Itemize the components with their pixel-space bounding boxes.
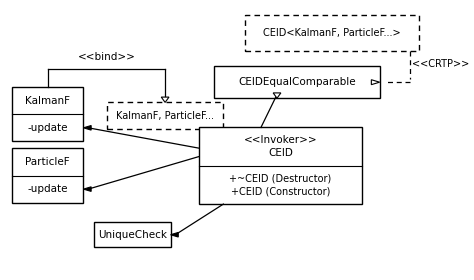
Bar	[245, 15, 419, 51]
Bar	[214, 66, 380, 98]
Polygon shape	[273, 93, 281, 98]
Polygon shape	[83, 187, 91, 192]
Text: -update: -update	[27, 184, 68, 194]
Text: CEIDEqualComparable: CEIDEqualComparable	[238, 77, 356, 87]
Bar	[199, 127, 362, 204]
Bar	[108, 102, 223, 129]
Bar	[94, 222, 171, 247]
Bar	[11, 87, 83, 141]
Polygon shape	[161, 97, 169, 102]
Text: -update: -update	[27, 123, 68, 133]
Text: <<bind>>: <<bind>>	[77, 52, 135, 62]
Text: <<Invoker>>
CEID: <<Invoker>> CEID	[244, 136, 318, 158]
Text: KalmanF, ParticleF...: KalmanF, ParticleF...	[116, 111, 214, 121]
Text: CEID<KalmanF, ParticleF...>: CEID<KalmanF, ParticleF...>	[263, 28, 401, 38]
Text: UniqueCheck: UniqueCheck	[98, 230, 167, 240]
Polygon shape	[171, 232, 178, 237]
Bar	[11, 148, 83, 203]
Polygon shape	[371, 80, 380, 85]
Polygon shape	[83, 125, 91, 130]
Text: <<CRTP>>: <<CRTP>>	[412, 59, 470, 69]
Text: +~CEID (Destructor)
+CEID (Constructor): +~CEID (Destructor) +CEID (Constructor)	[229, 173, 332, 197]
Text: KalmanF: KalmanF	[25, 96, 70, 106]
Text: ParticleF: ParticleF	[25, 157, 70, 167]
